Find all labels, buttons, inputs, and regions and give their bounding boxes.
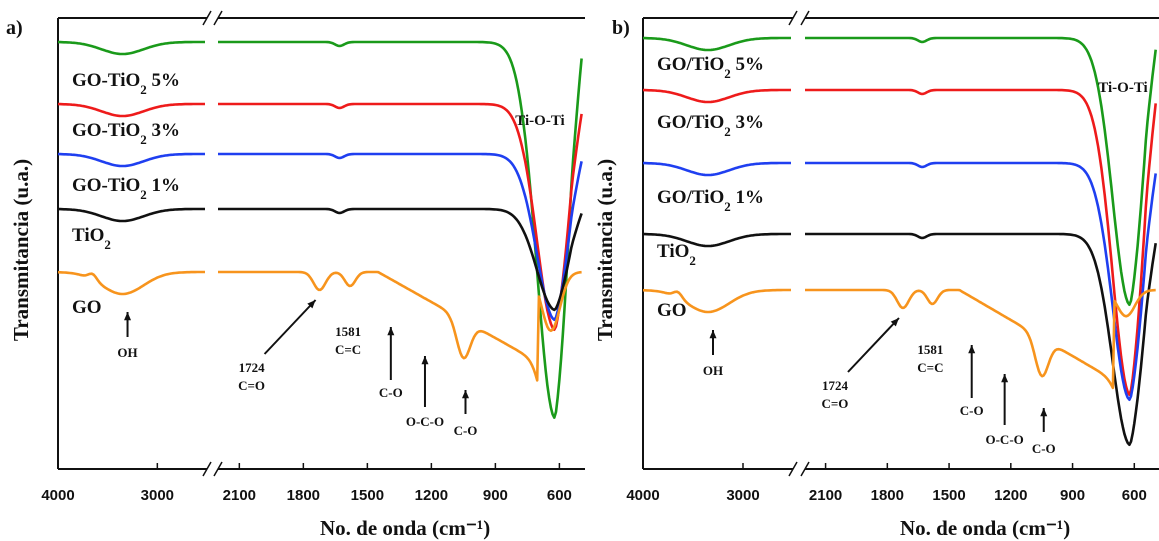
axis-break-mark (202, 461, 212, 477)
annotation-arrow (847, 317, 900, 373)
series-line-2 (643, 161, 1157, 401)
series-line-1 (643, 88, 1157, 396)
series-label: GO/TiO2 3% (657, 112, 764, 139)
x-axis-label: No. de onda (cm⁻¹) (320, 516, 490, 540)
annotation-c-o-2: C-O (1032, 441, 1056, 456)
annotation-arrowhead (124, 312, 132, 321)
x-tick-label: 2100 (223, 487, 256, 504)
annotation-cc: C=C (917, 360, 943, 375)
y-axis-label: Transmitancia (u.a.) (9, 159, 33, 341)
axis-break-mark (788, 461, 798, 477)
x-axis-label: No. de onda (cm⁻¹) (900, 516, 1070, 540)
annotation-co: C=O (822, 396, 849, 411)
panel-label: a) (6, 17, 23, 39)
x-tick-label: 900 (483, 487, 508, 504)
annotation-1724: 1724 (822, 378, 849, 393)
series-line-3 (643, 232, 1157, 447)
x-tick-label: 3000 (726, 487, 759, 504)
x-tick-label: 1200 (415, 487, 448, 504)
annotation-arrow (263, 299, 317, 355)
annotation-1581: 1581 (917, 342, 943, 357)
series-line-4 (57, 270, 582, 382)
annotation-arrowhead (462, 390, 470, 399)
annotation-c-o-2: C-O (454, 423, 478, 438)
axis-break-mark (800, 461, 810, 477)
x-tick-label: 4000 (41, 487, 74, 504)
series-line-1 (58, 102, 583, 331)
panel-a: a) 4000 3000 2100 1800 1500 1200 900 600 No. de o… (6, 10, 585, 540)
axis-break-mark (202, 10, 212, 26)
series-line-2 (58, 152, 583, 322)
series-label: GO/TiO2 1% (657, 187, 764, 214)
x-tick-label: 3000 (141, 487, 174, 504)
annotation-ti-o-ti: Ti-O-Ti (515, 113, 564, 129)
series-label: GO-TiO2 5% (72, 70, 180, 97)
x-tick-label: 4000 (626, 487, 659, 504)
x-tick-label: 1200 (994, 487, 1027, 504)
x-tick-label: 2100 (809, 487, 842, 504)
annotation-arrowhead (307, 300, 316, 309)
annotation-oh: OH (117, 345, 137, 360)
series-label: GO (657, 300, 687, 321)
axis-break-mark (788, 10, 798, 26)
series-label: TiO2 (657, 241, 696, 268)
series-label: GO/TiO2 5% (657, 54, 764, 81)
series-label: GO (72, 297, 102, 318)
x-tick-label: 600 (1122, 487, 1147, 504)
annotation-1581: 1581 (335, 324, 361, 339)
axis-break-mark (800, 10, 810, 26)
annotation-arrowhead (1040, 408, 1048, 417)
panel-b: b) 4000 3000 2100 1800 1500 1200 900 600 No. de o… (593, 10, 1159, 540)
x-tick-label: 1800 (287, 487, 320, 504)
annotation-c-o: C-O (379, 385, 403, 400)
x-tick-label: 1500 (932, 487, 965, 504)
annotation-arrowhead (890, 318, 899, 327)
x-tick-label: 600 (547, 487, 572, 504)
series-line-4 (642, 288, 1156, 390)
x-tick-label: 1800 (871, 487, 904, 504)
series-label: GO-TiO2 1% (72, 175, 180, 202)
annotation-arrowhead (421, 356, 429, 365)
axis-break-mark (213, 461, 223, 477)
annotation-arrowhead (709, 330, 717, 339)
axis-break-mark (213, 10, 223, 26)
annotation-arrowhead (968, 345, 976, 354)
annotation-1724: 1724 (239, 360, 266, 375)
annotation-cc: C=C (335, 342, 361, 357)
annotation-oh: OH (703, 363, 723, 378)
x-tick-label: 1500 (351, 487, 384, 504)
annotation-arrowhead (1001, 374, 1009, 383)
annotation-ti-o-ti: Ti-O-Ti (1098, 80, 1147, 96)
y-axis-label: Transmitancia (u.a.) (593, 159, 617, 341)
annotation-o-c-o: O-C-O (406, 414, 444, 429)
series-line-3 (58, 207, 583, 312)
annotation-arrowhead (387, 327, 395, 336)
series-line-0 (643, 36, 1157, 306)
annotation-c-o: C-O (960, 403, 984, 418)
annotation-co: C=O (238, 378, 265, 393)
annotation-o-c-o: O-C-O (985, 432, 1023, 447)
panel-label: b) (612, 17, 630, 39)
x-tick-label: 900 (1060, 487, 1085, 504)
series-label: TiO2 (72, 225, 111, 252)
series-label: GO-TiO2 3% (72, 120, 180, 147)
series-line-0 (58, 40, 583, 419)
